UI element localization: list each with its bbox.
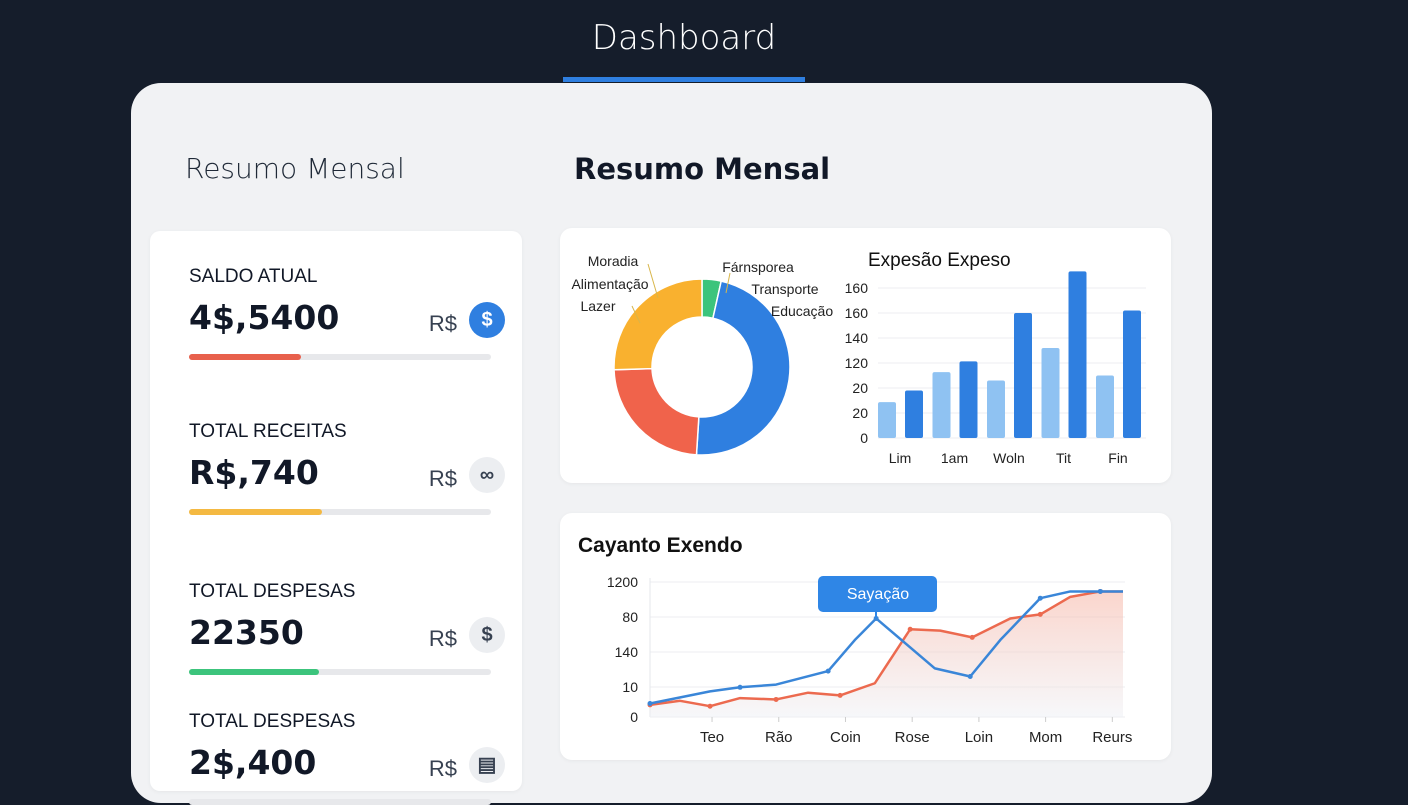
x-tick-label: Reurs <box>1092 729 1132 746</box>
y-tick-label: 10 <box>622 679 638 695</box>
x-tick-label: 1am <box>941 450 968 466</box>
stat-label: SALDO ATUAL <box>189 266 318 287</box>
tooltip-box <box>818 576 937 612</box>
x-tick-label: Woln <box>993 450 1025 466</box>
label-leader <box>725 272 731 294</box>
y-tick-label: 0 <box>630 709 638 725</box>
page-title[interactable]: Dashboard <box>591 18 777 58</box>
y-tick-label: 120 <box>845 355 869 371</box>
x-tick-label: Mom <box>1029 729 1062 746</box>
expense-charts: Moradia Alimentação Lazer Fárnsporea Transpo… <box>571 250 1146 466</box>
data-point <box>873 615 879 621</box>
receipt-icon[interactable]: ▤ <box>469 747 505 783</box>
currency-label: R$ <box>428 466 457 491</box>
stat-1: TOTAL RECEITAS R$,740 R$ ∞ <box>189 421 505 515</box>
bar <box>905 390 923 438</box>
bar <box>1068 271 1087 438</box>
stat-label: TOTAL RECEITAS <box>189 421 347 442</box>
line-chart-title: Cayanto Exendo <box>578 534 743 557</box>
summary-card: SALDO ATUAL 4$,5400 R$ $ TOTAL RECEITAS … <box>150 231 522 805</box>
data-point <box>969 634 975 640</box>
y-tick-label: 160 <box>845 280 869 296</box>
stat-value: 4$,5400 <box>189 298 340 337</box>
data-point <box>837 692 843 698</box>
data-point <box>1097 588 1103 594</box>
x-tick-label: Fin <box>1108 450 1127 466</box>
donut-label: Educação <box>771 303 833 319</box>
tooltip-label: Sayação <box>847 586 909 603</box>
currency-label: R$ <box>428 311 457 336</box>
currency-label: R$ <box>428 756 457 781</box>
data-point <box>773 696 779 702</box>
progress-bar <box>189 354 491 360</box>
y-tick-label: 20 <box>852 405 868 421</box>
x-tick-label: Loin <box>965 729 993 746</box>
y-tick-label: 140 <box>615 644 639 660</box>
stat-label: TOTAL DESPESAS <box>189 581 356 602</box>
label-leader <box>647 263 659 299</box>
active-tab-indicator <box>563 77 805 82</box>
y-tick-label: 0 <box>860 430 868 446</box>
expense-charts-card: Moradia Alimentação Lazer Fárnsporea Transpo… <box>560 228 1171 483</box>
line-area <box>650 591 1123 717</box>
data-point <box>1037 595 1043 601</box>
bar <box>932 372 951 438</box>
stat-label: TOTAL DESPESAS <box>189 711 356 732</box>
link-icon[interactable]: ∞ <box>469 457 505 493</box>
x-tick-label: Rose <box>895 729 930 746</box>
progress-bar <box>189 509 491 515</box>
progress-bar <box>189 669 491 675</box>
stat-2: TOTAL DESPESAS 22350 R$ $ <box>189 581 505 675</box>
stat-0: SALDO ATUAL 4$,5400 R$ $ <box>189 266 505 360</box>
data-point <box>647 701 653 706</box>
x-tick-label: Rão <box>765 729 793 746</box>
bar <box>1041 348 1060 438</box>
data-point <box>1037 611 1043 617</box>
bar <box>1096 375 1114 438</box>
x-tick-label: Coin <box>830 729 861 746</box>
y-tick-label: 1200 <box>607 574 638 590</box>
line-chart: Cayanto Exendo 0 10 140 80 1200 Teo Rão Coin Rose… <box>578 534 1132 746</box>
data-point <box>707 703 713 709</box>
donut-label: Fárnsporea <box>722 259 794 275</box>
donut-slice <box>613 278 703 371</box>
label-leader <box>631 305 641 324</box>
stat-value: R$,740 <box>189 453 319 492</box>
donut-label: Lazer <box>580 298 615 314</box>
progress-bar <box>189 799 491 805</box>
dollar-icon[interactable]: $ <box>469 617 505 653</box>
line-chart-card: Cayanto Exendo 0 10 140 80 1200 Teo Rão Coin Rose… <box>560 513 1171 760</box>
donut-slice <box>695 280 791 456</box>
line-series <box>649 590 1123 705</box>
bar <box>959 361 978 438</box>
x-tick-label: Lim <box>889 450 912 466</box>
bar <box>1123 310 1141 438</box>
bar-chart-title: Expesão Expeso <box>868 250 1011 271</box>
y-tick-label: 20 <box>852 380 868 396</box>
donut-label: Alimentação <box>571 276 648 292</box>
donut-slice <box>613 367 700 456</box>
y-tick-label: 160 <box>845 305 869 321</box>
donut-label: Moradia <box>588 253 639 269</box>
stat-3: TOTAL DESPESAS 2$,400 R$ ▤ <box>189 711 505 805</box>
bar <box>878 402 896 438</box>
y-tick-label: 140 <box>845 330 869 346</box>
currency-label: R$ <box>428 626 457 651</box>
line-series <box>649 590 1123 708</box>
right-section-title: Resumo Mensal <box>574 152 831 186</box>
data-point <box>737 684 743 690</box>
donut-label: Transporte <box>751 281 818 297</box>
left-section-title: Resumo Mensal <box>185 152 405 185</box>
data-point <box>967 674 973 679</box>
data-point <box>907 626 913 632</box>
stat-value: 22350 <box>189 613 304 652</box>
y-tick-label: 80 <box>622 609 638 625</box>
dollar-icon[interactable]: $ <box>469 302 505 338</box>
bar <box>987 380 1005 438</box>
x-tick-label: Tit <box>1056 450 1071 466</box>
bar <box>1014 313 1032 438</box>
x-tick-label: Teo <box>700 729 724 746</box>
data-point <box>825 668 831 674</box>
